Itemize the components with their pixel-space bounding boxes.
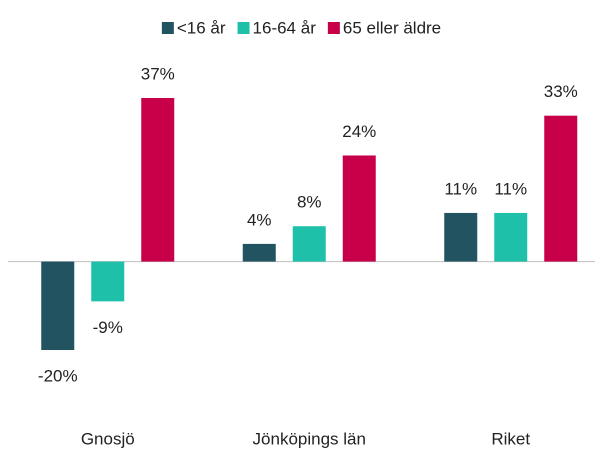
bar	[342, 155, 376, 262]
data-label: 11%	[494, 179, 527, 198]
data-label: 24%	[342, 122, 376, 141]
data-label: 37%	[141, 64, 175, 83]
legend-label: <16 år	[177, 18, 226, 37]
legend-swatch	[237, 22, 250, 34]
data-label: 4%	[247, 210, 272, 229]
x-tick-label: Jönköpings län	[253, 429, 366, 448]
data-label: 11%	[444, 179, 477, 198]
x-tick-label: Riket	[491, 429, 530, 448]
legend-label: 16-64 år	[253, 18, 317, 37]
bar	[544, 115, 578, 262]
bar	[41, 261, 75, 350]
legend-label: 65 eller äldre	[343, 18, 441, 37]
bar	[242, 243, 276, 262]
data-label: -9%	[93, 318, 123, 337]
bar	[292, 226, 326, 262]
legend-swatch	[161, 22, 174, 34]
bar	[494, 212, 528, 262]
data-label: 8%	[297, 193, 322, 212]
data-label: 33%	[544, 82, 578, 101]
data-label: -20%	[38, 366, 78, 385]
legend-swatch	[327, 22, 340, 34]
bar	[141, 98, 175, 262]
x-tick-label: Gnosjö	[81, 429, 135, 448]
bar	[444, 212, 478, 262]
bar	[91, 261, 125, 302]
